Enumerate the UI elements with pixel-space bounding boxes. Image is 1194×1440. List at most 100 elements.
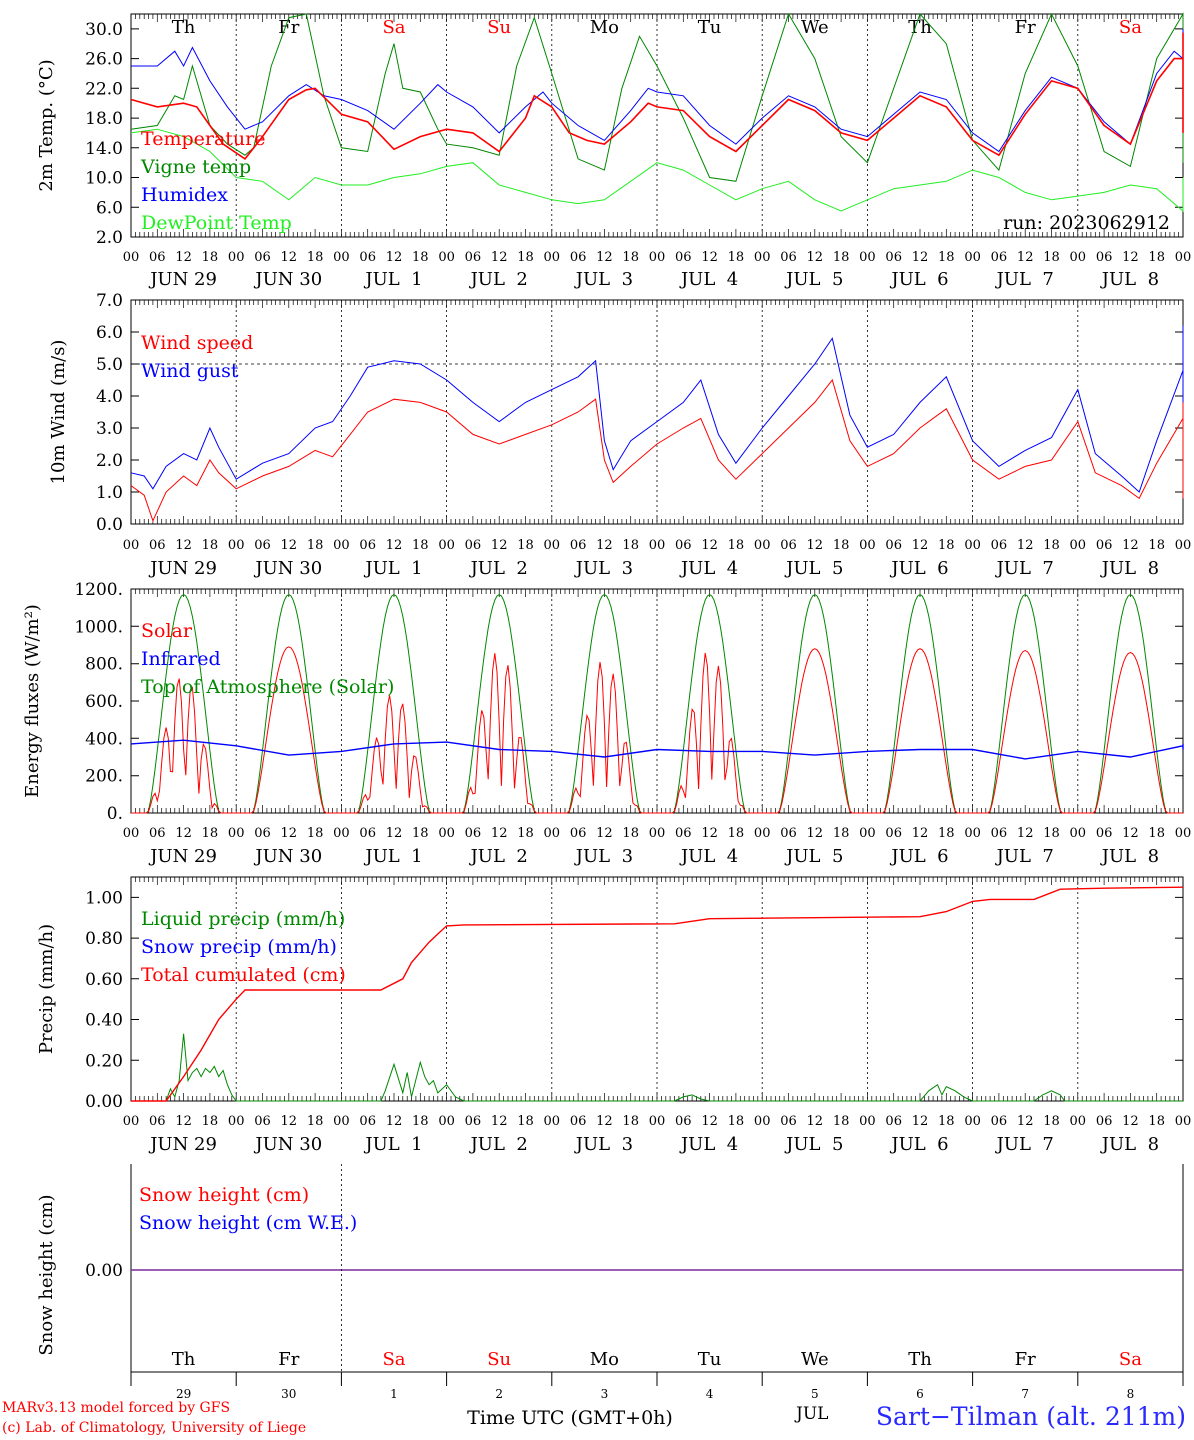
x-hour-tick-label: 00 [438,1114,455,1129]
date-label: JUL 6 [889,1134,948,1155]
legend-top-of-atmosphere-solar-: Top of Atmosphere (Solar) [141,676,394,698]
y-tick-label-wind: 1.0 [96,483,123,503]
bottom-weekday-label: Sa [382,1349,405,1370]
y-tick-label-precip: 0.60 [85,970,123,990]
x-hour-tick-label: 00 [438,826,455,841]
bottom-day-number: 1 [390,1387,398,1401]
x-axis-title: Time UTC (GMT+0h) [467,1407,673,1429]
x-hour-tick-label: 00 [228,826,245,841]
x-hour-tick-label: 12 [491,1114,508,1129]
x-hour-tick-label: 18 [622,250,639,265]
x-hour-tick-label: 18 [728,826,745,841]
x-hour-tick-label: 12 [596,538,613,553]
x-hour-tick-label: 00 [859,538,876,553]
y-tick-label-energy: 0. [107,804,123,824]
legend-snow-height-cm-w-e-: Snow height (cm W.E.) [139,1212,357,1234]
x-hour-tick-label: 06 [359,250,376,265]
x-hour-tick-label: 18 [1148,1114,1165,1129]
legend-solar: Solar [141,620,193,642]
x-hour-tick-label: 06 [149,250,166,265]
y-tick-label-temperature: 6.0 [96,198,123,218]
x-hour-tick-label: 18 [938,826,955,841]
x-hour-tick-label: 18 [307,538,324,553]
y-tick-label-temperature: 26.0 [85,50,123,70]
x-hour-tick-label: 00 [123,826,140,841]
x-hour-tick-label: 00 [964,538,981,553]
y-tick-label-temperature: 2.0 [96,228,123,248]
x-hour-tick-label: 18 [1043,1114,1060,1129]
x-hour-tick-label: 00 [1175,826,1192,841]
x-hour-tick-label: 12 [1017,826,1034,841]
x-hour-tick-label: 00 [333,250,350,265]
y-tick-label-temperature: 30.0 [85,20,123,40]
x-hour-tick-label: 00 [649,538,666,553]
wind-day-dividers [235,300,1079,524]
y-tick-label-energy: 1000. [74,617,123,637]
bottom-day-number: 29 [176,1387,191,1401]
x-hour-tick-label: 18 [412,826,429,841]
x-hour-tick-label: 12 [701,538,718,553]
x-hour-tick-label: 06 [570,538,587,553]
x-hour-tick-label: 00 [964,1114,981,1129]
x-hour-tick-label: 00 [859,1114,876,1129]
legend-wind-speed: Wind speed [141,332,253,354]
weekday-label: Mo [590,17,619,38]
date-label: JUL 1 [363,269,422,290]
y-tick-label-energy: 200. [85,767,123,787]
y-tick-label-wind: 2.0 [96,451,123,471]
y-tick-label-wind: 5.0 [96,355,123,375]
date-label: JUL 4 [679,269,738,290]
y-tick-label-energy: 600. [85,692,123,712]
x-hour-tick-label: 06 [991,826,1008,841]
x-hour-tick-label: 12 [281,1114,298,1129]
series-infrared [130,739,1184,760]
x-hour-tick-label: 00 [859,826,876,841]
date-label: JUN 30 [253,846,322,867]
x-hour-tick-label: 06 [359,1114,376,1129]
date-label: JUL 7 [995,558,1054,579]
bottom-day-number: 30 [281,1387,296,1401]
date-label: JUN 29 [148,558,217,579]
series-liquid-precip [131,1033,1183,1102]
x-hour-tick-label: 00 [754,250,771,265]
y-axis-title-wind: 10m Wind (m/s) [48,340,69,485]
x-hour-tick-label: 00 [1175,250,1192,265]
y-axis-title-precip: Precip (mm/h) [36,924,57,1054]
x-hour-tick-label: 00 [1175,538,1192,553]
x-hour-tick-label: 12 [386,1114,403,1129]
date-label: JUN 30 [253,558,322,579]
x-hour-tick-label: 00 [1175,1114,1192,1129]
x-hour-tick-label: 12 [912,250,929,265]
x-hour-tick-label: 06 [991,250,1008,265]
bottom-day-number: 3 [601,1387,609,1401]
x-hour-tick-label: 00 [649,250,666,265]
x-hour-tick-label: 00 [123,538,140,553]
x-hour-tick-label: 00 [438,250,455,265]
x-hour-tick-label: 18 [622,826,639,841]
x-hour-tick-label: 00 [544,1114,561,1129]
x-hour-tick-label: 06 [465,826,482,841]
date-label: JUL 4 [679,846,738,867]
x-hour-tick-label: 06 [1096,1114,1113,1129]
x-hour-tick-label: 00 [333,1114,350,1129]
legend-wind-gust: Wind gust [141,360,239,382]
x-hour-tick-label: 12 [491,538,508,553]
x-hour-tick-label: 00 [228,538,245,553]
y-tick-label-temperature: 18.0 [85,109,123,129]
x-hour-tick-label: 12 [596,250,613,265]
date-label: JUL 8 [1100,846,1159,867]
y-tick-label-wind: 7.0 [96,291,123,311]
bottom-weekday-label: Mo [590,1349,619,1370]
x-hour-tick-label: 06 [1096,250,1113,265]
x-hour-tick-label: 06 [675,250,692,265]
bottom-day-number: 6 [916,1387,924,1401]
y-tick-label-wind: 6.0 [96,323,123,343]
date-label: JUL 8 [1100,558,1159,579]
x-hour-tick-label: 06 [675,1114,692,1129]
x-hour-tick-label: 00 [544,250,561,265]
x-hour-tick-label: 00 [754,538,771,553]
x-hour-tick-label: 06 [570,250,587,265]
date-label: JUL 2 [469,269,528,290]
date-label: JUL 1 [363,846,422,867]
bottom-day-number: 7 [1021,1387,1029,1401]
